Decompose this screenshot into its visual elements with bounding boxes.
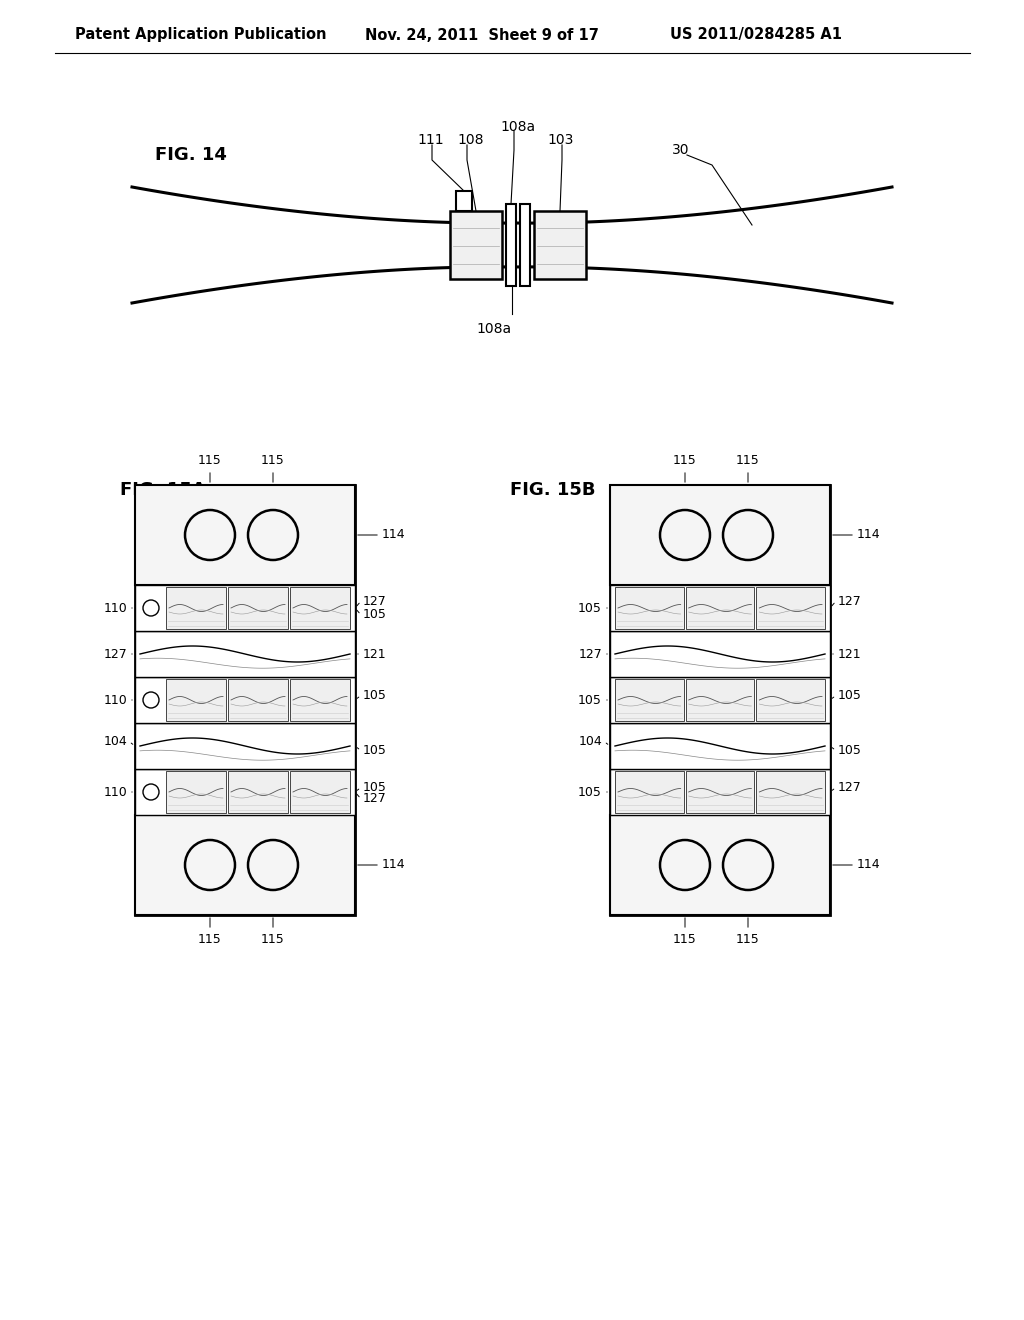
Text: 114: 114 [857, 858, 881, 871]
Bar [610, 814, 830, 915]
Bar [135, 814, 355, 915]
Text: 114: 114 [382, 528, 406, 541]
Text: 115: 115 [198, 933, 222, 946]
Text: 110: 110 [103, 602, 127, 615]
Text: 105: 105 [362, 609, 387, 622]
Text: 111: 111 [417, 133, 443, 147]
Bar [610, 723, 830, 770]
Bar [610, 484, 830, 585]
Bar [290, 587, 350, 630]
Text: Nov. 24, 2011  Sheet 9 of 17: Nov. 24, 2011 Sheet 9 of 17 [365, 28, 599, 42]
Text: 114: 114 [857, 528, 881, 541]
Text: 105: 105 [838, 689, 862, 702]
Bar [757, 771, 825, 813]
Text: 127: 127 [838, 781, 862, 793]
Bar [615, 678, 684, 721]
Text: 127: 127 [103, 648, 127, 660]
Bar [610, 677, 830, 723]
Text: 105: 105 [579, 693, 602, 706]
Text: 103: 103 [547, 133, 573, 147]
Bar [506, 205, 516, 286]
Text: 104: 104 [103, 735, 127, 748]
Bar [610, 585, 830, 631]
Text: 121: 121 [838, 648, 861, 660]
Bar [135, 484, 355, 915]
Text: 30: 30 [672, 143, 689, 157]
Bar [686, 587, 755, 630]
Text: 108: 108 [457, 133, 483, 147]
Bar [615, 587, 684, 630]
Text: 105: 105 [579, 602, 602, 615]
Bar [135, 585, 355, 631]
Text: 127: 127 [362, 792, 387, 805]
Bar [757, 678, 825, 721]
Bar [166, 678, 226, 721]
Text: 105: 105 [362, 744, 387, 758]
Bar [610, 484, 830, 915]
Bar [135, 723, 355, 770]
Text: 114: 114 [382, 858, 406, 871]
Text: 115: 115 [673, 454, 697, 467]
Text: Patent Application Publication: Patent Application Publication [75, 28, 327, 42]
Text: 105: 105 [362, 689, 387, 702]
Text: FIG. 15A: FIG. 15A [120, 480, 206, 499]
Text: 110: 110 [103, 785, 127, 799]
Text: 115: 115 [736, 454, 760, 467]
Bar [228, 771, 288, 813]
Bar [450, 211, 502, 279]
Text: 115: 115 [673, 933, 697, 946]
Text: 115: 115 [261, 454, 285, 467]
Bar [520, 205, 530, 286]
Text: 108a: 108a [476, 322, 512, 337]
Bar [166, 771, 226, 813]
Text: FIG. 14: FIG. 14 [155, 147, 227, 164]
Bar [135, 484, 355, 585]
Text: 115: 115 [736, 933, 760, 946]
Bar [456, 191, 472, 211]
Text: 127: 127 [838, 594, 862, 607]
Bar [610, 770, 830, 814]
Text: US 2011/0284285 A1: US 2011/0284285 A1 [670, 28, 842, 42]
Text: 115: 115 [261, 933, 285, 946]
Bar [135, 631, 355, 677]
Polygon shape [132, 187, 512, 304]
Polygon shape [512, 187, 892, 304]
Bar [534, 211, 586, 279]
Bar [228, 587, 288, 630]
Text: 105: 105 [579, 785, 602, 799]
Bar [228, 678, 288, 721]
Bar [290, 771, 350, 813]
Bar [610, 631, 830, 677]
Bar [135, 677, 355, 723]
Text: 104: 104 [579, 735, 602, 748]
Bar [135, 770, 355, 814]
Text: 108a: 108a [500, 120, 536, 135]
Text: 105: 105 [838, 744, 862, 758]
Bar [290, 678, 350, 721]
Text: FIG. 15B: FIG. 15B [510, 480, 596, 499]
Text: 127: 127 [362, 594, 387, 607]
Text: 110: 110 [103, 693, 127, 706]
Bar [686, 771, 755, 813]
Bar [757, 587, 825, 630]
Text: 127: 127 [579, 648, 602, 660]
Text: 115: 115 [198, 454, 222, 467]
Text: 121: 121 [362, 648, 387, 660]
Bar [166, 587, 226, 630]
Bar [686, 678, 755, 721]
Text: 105: 105 [362, 781, 387, 793]
Bar [615, 771, 684, 813]
